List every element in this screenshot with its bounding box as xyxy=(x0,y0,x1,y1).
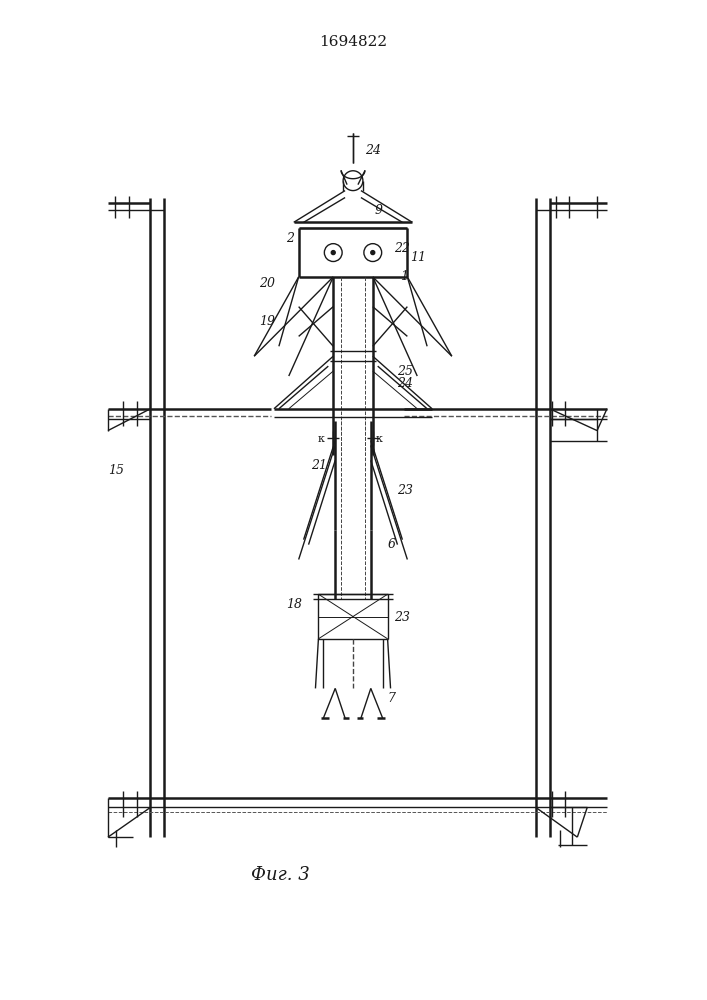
Text: 11: 11 xyxy=(410,251,426,264)
Text: 18: 18 xyxy=(286,598,302,611)
Circle shape xyxy=(370,251,375,255)
Text: 9: 9 xyxy=(375,204,382,217)
Text: 22: 22 xyxy=(395,242,411,255)
Text: 24: 24 xyxy=(365,144,381,157)
Text: 24: 24 xyxy=(397,377,414,390)
Text: 23: 23 xyxy=(395,611,411,624)
Text: 1694822: 1694822 xyxy=(319,35,387,49)
Text: 15: 15 xyxy=(108,464,124,477)
Text: Фиг. 3: Фиг. 3 xyxy=(252,866,310,884)
Text: 6: 6 xyxy=(387,538,396,551)
Text: 1: 1 xyxy=(400,270,409,283)
Text: к: к xyxy=(317,434,325,444)
Text: 23: 23 xyxy=(397,484,414,497)
Text: 2: 2 xyxy=(286,232,294,245)
Text: 20: 20 xyxy=(259,277,275,290)
Text: 7: 7 xyxy=(387,692,396,705)
Text: 25: 25 xyxy=(397,365,414,378)
Text: 19: 19 xyxy=(259,315,275,328)
Circle shape xyxy=(332,251,335,255)
Text: 21: 21 xyxy=(312,459,327,472)
Text: к: к xyxy=(375,434,382,444)
